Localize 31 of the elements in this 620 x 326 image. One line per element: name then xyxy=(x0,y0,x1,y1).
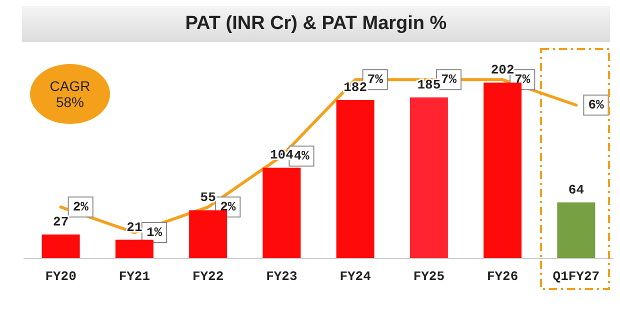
bar xyxy=(484,82,522,258)
data-label: 55 xyxy=(200,190,216,206)
bar xyxy=(410,97,448,258)
bar xyxy=(115,240,154,258)
data-label: 1% xyxy=(146,225,162,240)
x-tick-label: FY21 xyxy=(118,269,150,284)
x-tick-label: Q1FY27 xyxy=(552,269,600,284)
x-tick-label: FY23 xyxy=(266,269,298,284)
data-label: 6% xyxy=(588,98,604,113)
data-label: 4% xyxy=(294,148,310,164)
data-label: 202 xyxy=(490,62,514,78)
data-label: 185 xyxy=(417,77,441,92)
chart-title: PAT (INR Cr) & PAT Margin % xyxy=(22,6,610,42)
x-tick-label: FY24 xyxy=(340,269,372,284)
annotation: CAGR 58% xyxy=(30,64,110,124)
bar xyxy=(336,100,374,258)
data-label: 27 xyxy=(53,214,69,230)
data-label: 7% xyxy=(367,72,384,88)
x-tick-label: FY25 xyxy=(413,269,445,284)
data-label: 7% xyxy=(440,72,457,88)
bar xyxy=(262,168,301,258)
data-label: 2% xyxy=(72,200,89,215)
bar xyxy=(189,210,228,258)
bar xyxy=(42,234,80,258)
x-tick-label: FY20 xyxy=(45,269,77,284)
data-label: 7% xyxy=(514,72,530,88)
x-tick-label: FY22 xyxy=(192,269,224,284)
data-label: 64 xyxy=(568,182,584,198)
bar xyxy=(557,202,596,258)
data-label: 2% xyxy=(220,200,236,215)
x-tick-label: FY26 xyxy=(486,269,518,284)
